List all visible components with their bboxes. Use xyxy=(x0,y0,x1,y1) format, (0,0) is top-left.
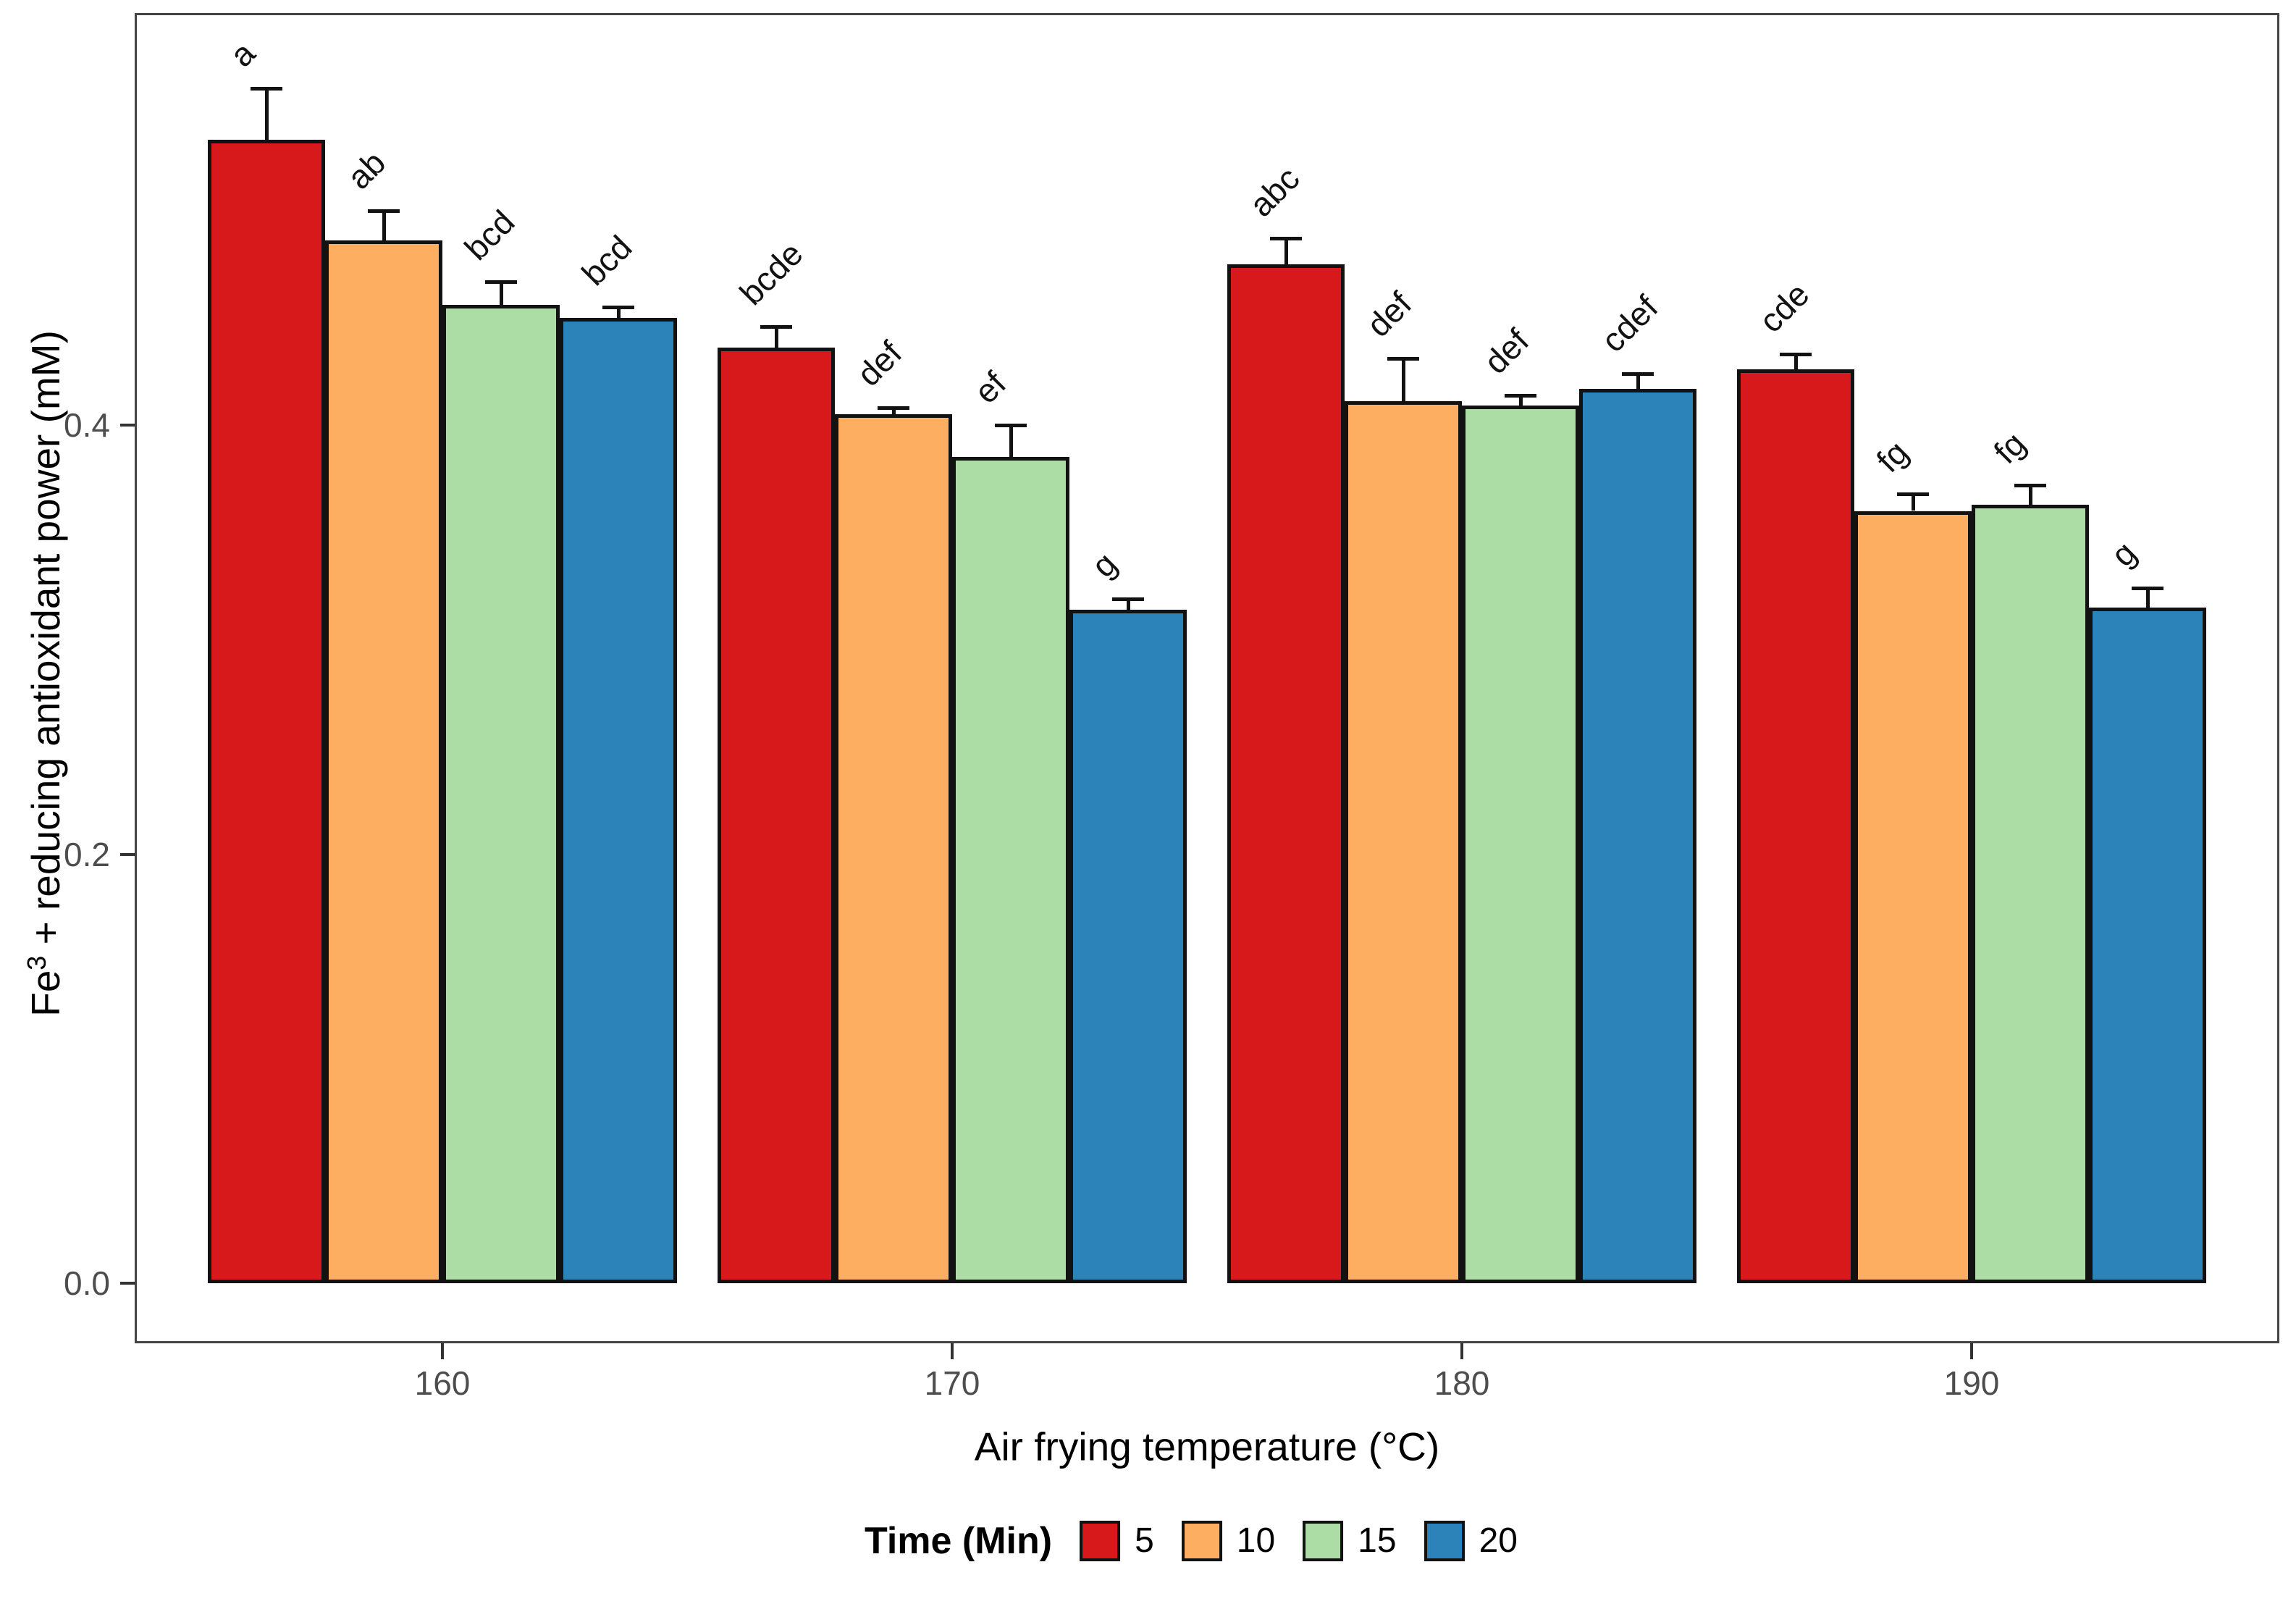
y-title-superscript: 3 xyxy=(21,955,51,970)
y-title-prefix: Fe xyxy=(23,970,69,1017)
bar-170c-20min xyxy=(1069,609,1187,1283)
error-bar-cap xyxy=(1780,353,1812,357)
error-bar-cap xyxy=(1897,492,1929,496)
y-tick-label-0.2: 0.2 xyxy=(64,835,110,873)
legend-item-5min: 5 xyxy=(1080,1521,1154,1561)
error-bar-cap xyxy=(878,406,909,411)
error-bar-stem xyxy=(264,88,269,140)
legend-item-20min: 20 xyxy=(1424,1521,1518,1561)
legend-swatch-20min xyxy=(1424,1521,1465,1561)
error-bar-stem xyxy=(1911,493,1915,511)
error-bar-stem xyxy=(1794,354,1798,369)
error-bar-stem xyxy=(891,408,896,415)
bar-170c-15min xyxy=(952,457,1069,1283)
error-bar-stem xyxy=(1636,373,1640,389)
y-axis-tick xyxy=(120,1282,135,1285)
error-bar-cap xyxy=(995,424,1027,427)
x-tick-label-160: 160 xyxy=(414,1364,471,1402)
error-bar-stem xyxy=(1284,238,1288,264)
bar-180c-15min xyxy=(1462,406,1579,1283)
legend-item-15min: 15 xyxy=(1303,1521,1397,1561)
legend-label-15min: 15 xyxy=(1358,1521,1397,1560)
y-tick-label-0.4: 0.4 xyxy=(64,406,110,444)
x-tick-label-170: 170 xyxy=(924,1364,980,1402)
y-axis-tick xyxy=(120,424,135,427)
bar-180c-20min xyxy=(1579,388,1696,1283)
error-bar-stem xyxy=(1009,425,1013,458)
bar-160c-5min xyxy=(208,139,325,1283)
legend-item-10min: 10 xyxy=(1181,1521,1276,1561)
bar-190c-10min xyxy=(1854,511,1972,1283)
y-title-rest: + reducing antioxidant power (mM) xyxy=(23,330,69,956)
error-bar-cap xyxy=(485,280,517,284)
x-axis-tick xyxy=(951,1343,954,1359)
bar-160c-20min xyxy=(560,317,677,1283)
bar-190c-20min xyxy=(2089,607,2206,1283)
bar-160c-15min xyxy=(442,305,560,1283)
bar-190c-15min xyxy=(1972,504,2089,1283)
error-bar-cap xyxy=(1112,597,1144,601)
legend-label-5min: 5 xyxy=(1135,1521,1154,1560)
x-tick-label-180: 180 xyxy=(1434,1364,1490,1402)
error-bar-cap xyxy=(251,86,282,91)
error-bar-stem xyxy=(774,326,778,348)
error-bar-cap xyxy=(1622,371,1654,376)
error-bar-cap xyxy=(2014,483,2046,487)
bar-180c-10min xyxy=(1345,401,1462,1283)
error-bar-cap xyxy=(1387,357,1419,361)
error-bar-cap xyxy=(760,324,792,329)
error-bar-cap xyxy=(602,306,634,310)
error-bar-stem xyxy=(2145,588,2150,608)
legend: Time (Min) 5 10 15 20 xyxy=(865,1512,1518,1570)
error-bar-stem xyxy=(2028,484,2032,505)
error-bar-stem xyxy=(499,281,503,306)
y-axis-title: Fe3 + reducing antioxidant power (mM) xyxy=(21,330,69,1017)
error-bar-stem xyxy=(382,210,386,241)
legend-label-20min: 20 xyxy=(1479,1521,1518,1560)
bar-160c-10min xyxy=(325,240,442,1283)
error-bar-cap xyxy=(1270,237,1302,241)
legend-swatch-10min xyxy=(1181,1521,1222,1561)
x-axis-tick xyxy=(441,1343,444,1359)
error-bar-cap xyxy=(2132,587,2163,591)
bar-170c-5min xyxy=(718,348,835,1283)
bar-180c-5min xyxy=(1227,264,1345,1283)
error-bar-stem xyxy=(1401,358,1405,402)
error-bar-stem xyxy=(1126,598,1130,610)
x-axis-tick xyxy=(1460,1343,1463,1359)
error-bar-stem xyxy=(1518,395,1523,406)
legend-label-10min: 10 xyxy=(1236,1521,1276,1560)
error-bar-stem xyxy=(616,307,621,318)
legend-title: Time (Min) xyxy=(865,1520,1053,1562)
x-axis-tick xyxy=(1970,1343,1973,1359)
legend-swatch-15min xyxy=(1303,1521,1344,1561)
bar-190c-5min xyxy=(1737,369,1854,1283)
legend-swatch-5min xyxy=(1080,1521,1121,1561)
x-axis-title: Air frying temperature (°C) xyxy=(974,1424,1440,1469)
error-bar-cap xyxy=(1505,393,1536,398)
x-tick-label-190: 190 xyxy=(1943,1364,2000,1402)
y-axis-tick xyxy=(120,852,135,856)
y-tick-label-0.0: 0.0 xyxy=(64,1264,110,1302)
bar-170c-10min xyxy=(835,414,952,1283)
error-bar-cap xyxy=(368,209,400,213)
